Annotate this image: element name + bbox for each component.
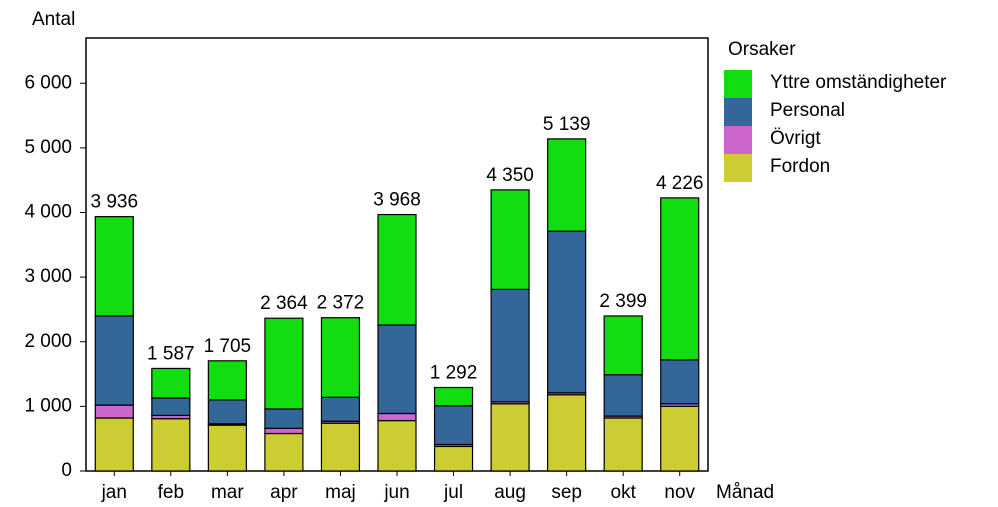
x-tick-label: jan [101, 482, 127, 503]
bar-segment [433, 405, 474, 446]
bar-segment [94, 417, 134, 472]
legend-swatch [724, 126, 752, 154]
x-tick-label: sep [551, 482, 582, 503]
total-label: 2 372 [317, 293, 365, 314]
bar-segment [151, 397, 191, 417]
x-tick-label: aug [494, 482, 526, 503]
bar-segment [490, 189, 530, 290]
bar-segment [320, 317, 361, 398]
total-label: 1 705 [204, 336, 252, 357]
total-label: 5 139 [543, 114, 591, 135]
x-tick-label: nov [664, 482, 695, 503]
bar-segment [603, 315, 643, 376]
bar-segment [264, 408, 304, 429]
legend-title: Orsaker [728, 39, 796, 60]
x-axis-label: Månad [716, 482, 774, 503]
x-tick-label: mar [211, 482, 244, 503]
y-tick-label: 0 [61, 460, 72, 481]
bar-segment [264, 427, 304, 435]
x-tick-label: feb [158, 482, 184, 503]
bar-segment [547, 230, 587, 394]
bar-segment [320, 396, 361, 422]
total-label: 4 350 [486, 165, 534, 186]
x-tick-label: okt [611, 482, 637, 503]
y-tick-label: 6 000 [24, 72, 72, 93]
legend-label: Personal [770, 100, 845, 121]
bar-segment [433, 445, 474, 472]
bar-segment [603, 374, 643, 417]
legend-swatch [724, 70, 752, 98]
y-tick-label: 4 000 [24, 202, 72, 223]
legend-label: Övrigt [770, 128, 821, 149]
y-tick-label: 1 000 [24, 395, 72, 416]
total-label: 4 226 [656, 173, 704, 194]
bar-segment [433, 386, 474, 407]
legend-label: Yttre omständigheter [770, 72, 947, 93]
y-tick-label: 2 000 [24, 331, 72, 352]
total-label: 2 399 [599, 291, 647, 312]
total-label: 3 936 [90, 192, 138, 213]
x-tick-label: maj [325, 482, 356, 503]
bar-segment [547, 394, 587, 472]
bar-segment [660, 405, 700, 472]
bar-segment [377, 419, 417, 472]
bar-segment [207, 399, 247, 425]
bar-segment [603, 417, 643, 472]
bar-segment [207, 360, 247, 401]
total-label: 3 968 [373, 190, 421, 211]
total-label: 2 364 [260, 293, 308, 314]
bar-segment [94, 404, 134, 419]
bar-segment [264, 317, 304, 410]
y-axis-label: Antal [32, 9, 75, 30]
bar-segment [264, 432, 304, 472]
bar-segment [490, 288, 530, 403]
bar-segment [490, 403, 530, 472]
y-tick-label: 5 000 [24, 137, 72, 158]
bar-segment [377, 324, 417, 415]
bar-segment [151, 418, 191, 472]
bar-segment [207, 424, 247, 472]
legend-swatch [724, 98, 752, 126]
total-label: 1 292 [430, 363, 478, 384]
x-tick-label: apr [270, 482, 298, 503]
bar-segment [660, 197, 700, 361]
bar-segment [94, 216, 134, 317]
bar-segment [377, 213, 417, 326]
bar-segment [94, 315, 134, 406]
x-tick-label: jul [443, 482, 463, 503]
bar-segment [151, 367, 191, 399]
bar-segment [377, 412, 417, 422]
bar-segment [547, 138, 587, 232]
bar-segment [660, 359, 700, 405]
legend-label: Fordon [770, 156, 830, 177]
y-tick-label: 3 000 [24, 266, 72, 287]
x-tick-label: jun [383, 482, 409, 503]
bar-segment [320, 422, 361, 472]
total-label: 1 587 [147, 343, 195, 364]
legend-swatch [724, 154, 752, 182]
